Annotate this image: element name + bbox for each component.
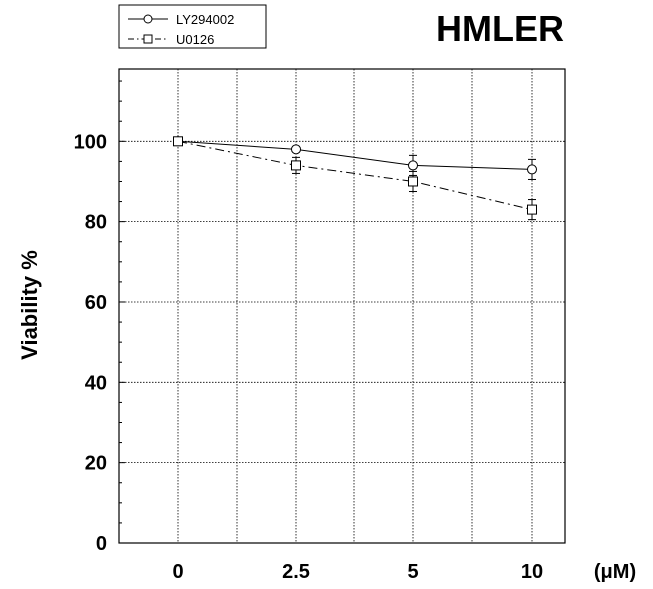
x-tick-label: 10 [521,561,543,583]
data-point-ly294002 [408,160,418,171]
x-tick-label: 5 [407,561,418,583]
x-unit-label: (μM) [594,561,636,583]
data-points [173,136,537,215]
gridlines [119,69,565,543]
legend-label-ly294002: LY294002 [176,12,234,27]
series-lines [177,140,533,211]
data-point-ly294002 [527,164,537,175]
legend-label-u0126: U0126 [176,32,214,47]
series-line-ly294002 [177,140,533,170]
error-bars [292,154,536,221]
y-axis-label: Viability % [17,250,42,360]
series-line-u0126 [177,140,533,211]
y-minor-ticks [119,80,125,544]
data-point-u0126 [408,176,418,187]
y-tick-label: 60 [85,292,107,314]
data-point-u0126 [291,160,301,171]
y-tick-label: 20 [85,453,107,475]
data-point-u0126 [173,136,183,147]
y-tick-label: 100 [74,131,107,153]
x-tick-label: 0 [172,561,183,583]
legend: LY294002 U0126 [118,4,267,49]
data-point-ly294002 [291,144,301,155]
chart-title: HMLER [436,8,564,49]
x-tick-labels: 0 2.5 5 10 [172,561,543,583]
legend-marker-u0126 [143,34,153,44]
y-tick-label: 80 [85,212,107,234]
x-tick-label: 2.5 [282,561,310,583]
y-tick-label: 40 [85,372,107,394]
legend-marker-ly294002 [143,14,153,24]
y-tick-label: 0 [96,533,107,555]
data-point-u0126 [527,204,537,215]
y-tick-labels: 0 20 40 60 80 100 [74,131,107,555]
plot-frame [118,68,566,544]
